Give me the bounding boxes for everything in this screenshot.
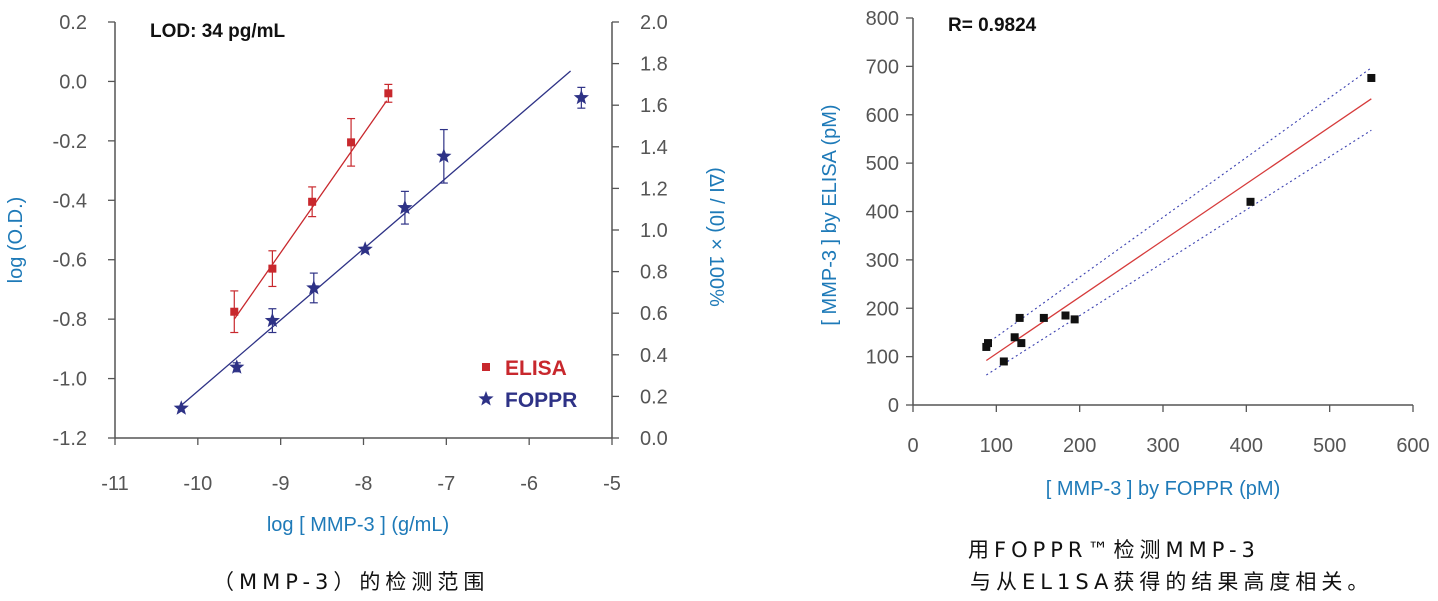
- x-tick-label: 500: [1313, 435, 1346, 457]
- regression-line: [985, 98, 1372, 362]
- right-caption-line2: 与从EL1SA获得的结果高度相关。: [970, 570, 1374, 594]
- y-tick-label: -0.8: [53, 309, 87, 331]
- x-tick-label: -8: [355, 473, 373, 495]
- x-tick-label: 200: [1063, 435, 1096, 457]
- upper-confidence-band: [986, 67, 1372, 345]
- right-y-tick-label: 0.6: [640, 303, 668, 325]
- data-point: [999, 357, 1008, 366]
- foppr-point: [264, 312, 280, 328]
- y-tick-label: -0.6: [53, 250, 87, 272]
- elisa-fit-line: [233, 100, 388, 320]
- y-tick-label: -1.2: [53, 428, 87, 450]
- lower-confidence-band: [986, 129, 1372, 376]
- legend-foppr-marker: [478, 391, 494, 406]
- foppr-point: [306, 279, 322, 295]
- right-y-tick-label: 1.0: [640, 220, 668, 242]
- legend-elisa-label: ELISA: [505, 357, 567, 380]
- foppr-point: [436, 148, 452, 163]
- data-point: [1010, 333, 1019, 342]
- x-tick-label: 100: [980, 435, 1013, 457]
- right-y-tick-label: 0.0: [640, 428, 668, 450]
- legend-foppr-label: FOPPR: [505, 389, 577, 412]
- y-tick-label: 400: [866, 202, 899, 224]
- y-tick-label: 0: [888, 395, 899, 417]
- data-point: [1061, 311, 1070, 320]
- right-y-tick-label: 1.4: [640, 137, 668, 159]
- foppr-point: [357, 241, 373, 256]
- right-caption-line1: 用FOPPR™检测MMP-3: [968, 538, 1260, 562]
- right-chart: 0 100 200 300 400 500 600 700 800 0 100 200 300 400 50…: [819, 8, 1430, 500]
- right-y-tick-label: 1.6: [640, 95, 668, 117]
- foppr-fit-line: [179, 70, 572, 408]
- right-y-tick-label: 2.0: [640, 12, 668, 34]
- data-point: [1017, 339, 1026, 348]
- data-point: [1246, 197, 1255, 206]
- y-tick-label: 100: [866, 347, 899, 369]
- x-tick-label: -11: [101, 473, 128, 495]
- y-tick-label: 800: [866, 8, 899, 30]
- y-axis-label: [ MMP-3 ] by ELISA (pM): [819, 104, 841, 325]
- y-tick-label: 600: [866, 105, 899, 127]
- y-tick-label: -0.4: [53, 190, 87, 212]
- x-tick-label: -9: [272, 473, 290, 495]
- right-y-tick-label: 0.2: [640, 386, 668, 408]
- right-y-tick-label: 0.4: [640, 345, 668, 367]
- data-point: [1070, 315, 1079, 324]
- y-tick-label: 700: [866, 56, 899, 78]
- foppr-point: [397, 199, 413, 215]
- elisa-point: [347, 138, 356, 147]
- right-y-tick-label: 1.2: [640, 178, 668, 200]
- y-tick-label: 200: [866, 298, 899, 320]
- foppr-point: [573, 89, 589, 105]
- left-chart: -1.2 -1.0 -0.8 -0.6 -0.4 -0.2 0.0 0.2 0.0 0.2 0.4 0…: [5, 12, 727, 536]
- right-y-tick-label: 0.8: [640, 262, 668, 284]
- elisa-point: [384, 89, 393, 98]
- x-tick-label: 300: [1146, 435, 1179, 457]
- elisa-point: [230, 307, 239, 316]
- r-annotation: R= 0.9824: [948, 15, 1037, 36]
- y-tick-label: 0.2: [59, 12, 87, 34]
- foppr-point: [229, 359, 245, 374]
- x-tick-label: -6: [520, 473, 538, 495]
- x-tick-label: 400: [1230, 435, 1263, 457]
- x-tick-label: -10: [183, 473, 212, 495]
- y-tick-label: 300: [866, 250, 899, 272]
- elisa-point: [268, 264, 277, 273]
- data-point: [1367, 73, 1376, 82]
- lod-annotation: LOD: 34 pg/mL: [150, 21, 286, 42]
- foppr-point: [173, 400, 189, 415]
- left-caption: （MMP-3）的检测范围: [213, 570, 490, 594]
- elisa-point: [308, 197, 317, 206]
- x-axis-label: log [ MMP-3 ] (g/mL): [267, 514, 449, 536]
- y-tick-label: -0.2: [53, 131, 87, 153]
- x-axis-label: [ MMP-3 ] by FOPPR (pM): [1046, 478, 1280, 500]
- x-tick-label: 0: [907, 435, 918, 457]
- right-y-axis-label: (ΔI / I0) × 100%: [705, 167, 727, 307]
- right-y-tick-label: 1.8: [640, 54, 668, 76]
- data-point: [1015, 313, 1024, 322]
- left-y-axis-label: log (O.D.): [5, 197, 27, 284]
- y-tick-label: 0.0: [59, 71, 87, 93]
- legend-elisa-marker: [482, 363, 490, 371]
- data-point: [984, 339, 992, 348]
- y-tick-label: 500: [866, 153, 899, 175]
- data-point: [1039, 313, 1048, 322]
- y-tick-label: -1.0: [53, 369, 87, 391]
- x-tick-label: -5: [603, 473, 621, 495]
- x-tick-label: -7: [437, 473, 455, 495]
- x-tick-label: 600: [1396, 435, 1429, 457]
